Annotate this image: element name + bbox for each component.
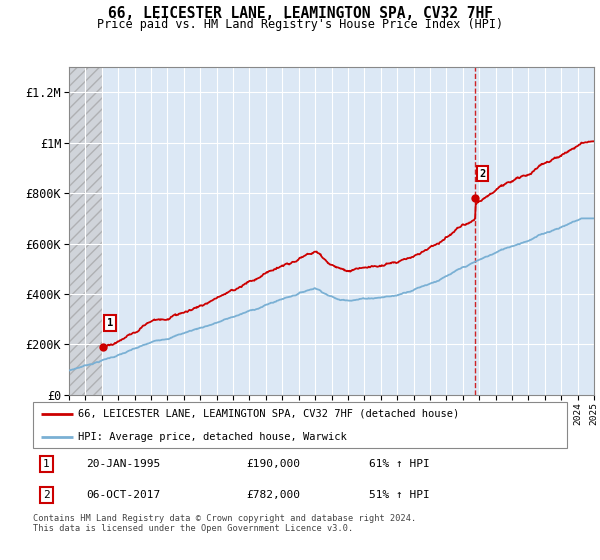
Text: 1: 1 (107, 318, 113, 328)
Text: £782,000: £782,000 (247, 490, 301, 500)
Text: 51% ↑ HPI: 51% ↑ HPI (370, 490, 430, 500)
Text: Price paid vs. HM Land Registry's House Price Index (HPI): Price paid vs. HM Land Registry's House … (97, 18, 503, 31)
Text: 2: 2 (43, 490, 50, 500)
Bar (69, 67, 103, 395)
FancyBboxPatch shape (33, 402, 567, 448)
Text: 66, LEICESTER LANE, LEAMINGTON SPA, CV32 7HF: 66, LEICESTER LANE, LEAMINGTON SPA, CV32… (107, 6, 493, 21)
Text: 20-JAN-1995: 20-JAN-1995 (86, 459, 161, 469)
Text: HPI: Average price, detached house, Warwick: HPI: Average price, detached house, Warw… (79, 432, 347, 441)
Text: 2: 2 (479, 169, 485, 179)
Text: 1: 1 (43, 459, 50, 469)
Text: 66, LEICESTER LANE, LEAMINGTON SPA, CV32 7HF (detached house): 66, LEICESTER LANE, LEAMINGTON SPA, CV32… (79, 409, 460, 418)
Text: 61% ↑ HPI: 61% ↑ HPI (370, 459, 430, 469)
Text: 06-OCT-2017: 06-OCT-2017 (86, 490, 161, 500)
Text: Contains HM Land Registry data © Crown copyright and database right 2024.
This d: Contains HM Land Registry data © Crown c… (33, 514, 416, 534)
Text: £190,000: £190,000 (247, 459, 301, 469)
